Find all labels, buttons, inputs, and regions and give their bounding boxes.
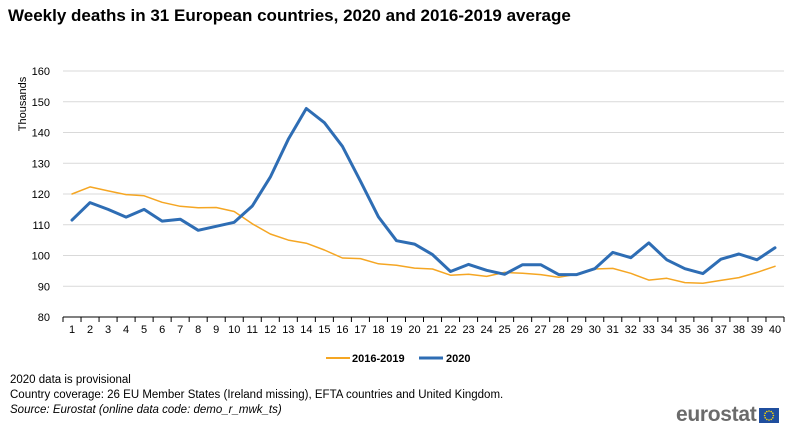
y-tick-label-80: 80 (38, 312, 50, 324)
x-tick-label-39: 39 (751, 324, 763, 336)
x-axis-ticks: 1 2 3 4 5 6 7 8 9 10 11 12 13 14 15 16 17 18 19 20 21 22 23 24 2… (69, 324, 781, 336)
y-tick-label-130: 130 (32, 158, 50, 170)
x-tick-label-27: 27 (535, 324, 547, 336)
x-tick-label-40: 40 (769, 324, 781, 336)
x-tick-label-29: 29 (571, 324, 583, 336)
y-tick-label-110: 110 (32, 220, 50, 232)
x-tick-label-4: 4 (123, 324, 129, 336)
x-tick-label-36: 36 (697, 324, 709, 336)
eurostat-logo: eurostat (676, 403, 780, 426)
x-tick-label-34: 34 (661, 324, 673, 336)
x-tick-label-11: 11 (247, 324, 258, 336)
x-tick-label-5: 5 (141, 324, 147, 336)
x-tick-label-20: 20 (408, 324, 420, 336)
legend-label-2016-2019: 2016-2019 (352, 353, 405, 365)
source-note: Source: Eurostat (online data code: demo… (10, 404, 282, 416)
series-lines (70, 107, 777, 284)
x-tick-label-3: 3 (105, 324, 111, 336)
y-tick-label-140: 140 (32, 128, 50, 140)
x-tick-label-13: 13 (282, 324, 294, 336)
y-axis-ticks: 80 90 100 110 120 130 140 150 160 (32, 66, 50, 324)
x-tick-label-2: 2 (87, 324, 93, 336)
note-provisional: 2020 data is provisional (10, 374, 131, 386)
x-tick-label-24: 24 (480, 324, 492, 336)
x-tick-label-18: 18 (372, 324, 384, 336)
x-tick-label-12: 12 (264, 324, 276, 336)
y-tick-label-120: 120 (32, 189, 50, 201)
eu-flag-icon (759, 407, 780, 423)
x-tick-label-23: 23 (462, 324, 474, 336)
x-tick-label-28: 28 (553, 324, 565, 336)
y-tick-label-90: 90 (38, 281, 50, 293)
x-tick-label-19: 19 (390, 324, 402, 336)
chart-title: Weekly deaths in 31 European countries, … (8, 6, 571, 25)
x-tick-label-26: 26 (517, 324, 529, 336)
x-tick-label-6: 6 (159, 324, 165, 336)
x-tick-label-37: 37 (715, 324, 727, 336)
x-tick-label-31: 31 (607, 324, 619, 336)
eurostat-wordmark: eurostat (676, 403, 757, 426)
x-tick-label-21: 21 (426, 324, 438, 336)
series-line-2020 (70, 107, 777, 277)
x-tick-label-33: 33 (643, 324, 655, 336)
chart-notes: 2020 data is provisional Country coverag… (10, 373, 503, 418)
x-axis-tick-marks (62, 317, 785, 322)
x-tick-label-14: 14 (300, 324, 312, 336)
note-coverage: Country coverage: 26 EU Member States (I… (10, 389, 504, 401)
y-tick-label-160: 160 (32, 66, 50, 78)
series-line-2016-2019 (71, 186, 776, 284)
x-tick-label-22: 22 (444, 324, 456, 336)
x-tick-label-16: 16 (336, 324, 348, 336)
x-tick-label-38: 38 (733, 324, 745, 336)
y-tick-label-150: 150 (32, 97, 50, 109)
x-tick-label-32: 32 (625, 324, 637, 336)
x-tick-label-8: 8 (195, 324, 201, 336)
x-tick-label-7: 7 (177, 324, 183, 336)
gridlines (63, 70, 784, 287)
y-axis-label: Thousands (17, 76, 29, 131)
x-tick-label-15: 15 (318, 324, 330, 336)
x-tick-label-25: 25 (498, 324, 510, 336)
x-tick-label-35: 35 (679, 324, 691, 336)
legend: 2016-2019 2020 (326, 353, 470, 365)
x-tick-label-10: 10 (228, 324, 240, 336)
x-tick-label-17: 17 (354, 324, 366, 336)
x-tick-label-1: 1 (69, 324, 75, 336)
y-tick-label-100: 100 (32, 251, 50, 263)
legend-label-2020: 2020 (446, 353, 470, 365)
x-tick-label-30: 30 (589, 324, 601, 336)
x-tick-label-9: 9 (213, 324, 219, 336)
